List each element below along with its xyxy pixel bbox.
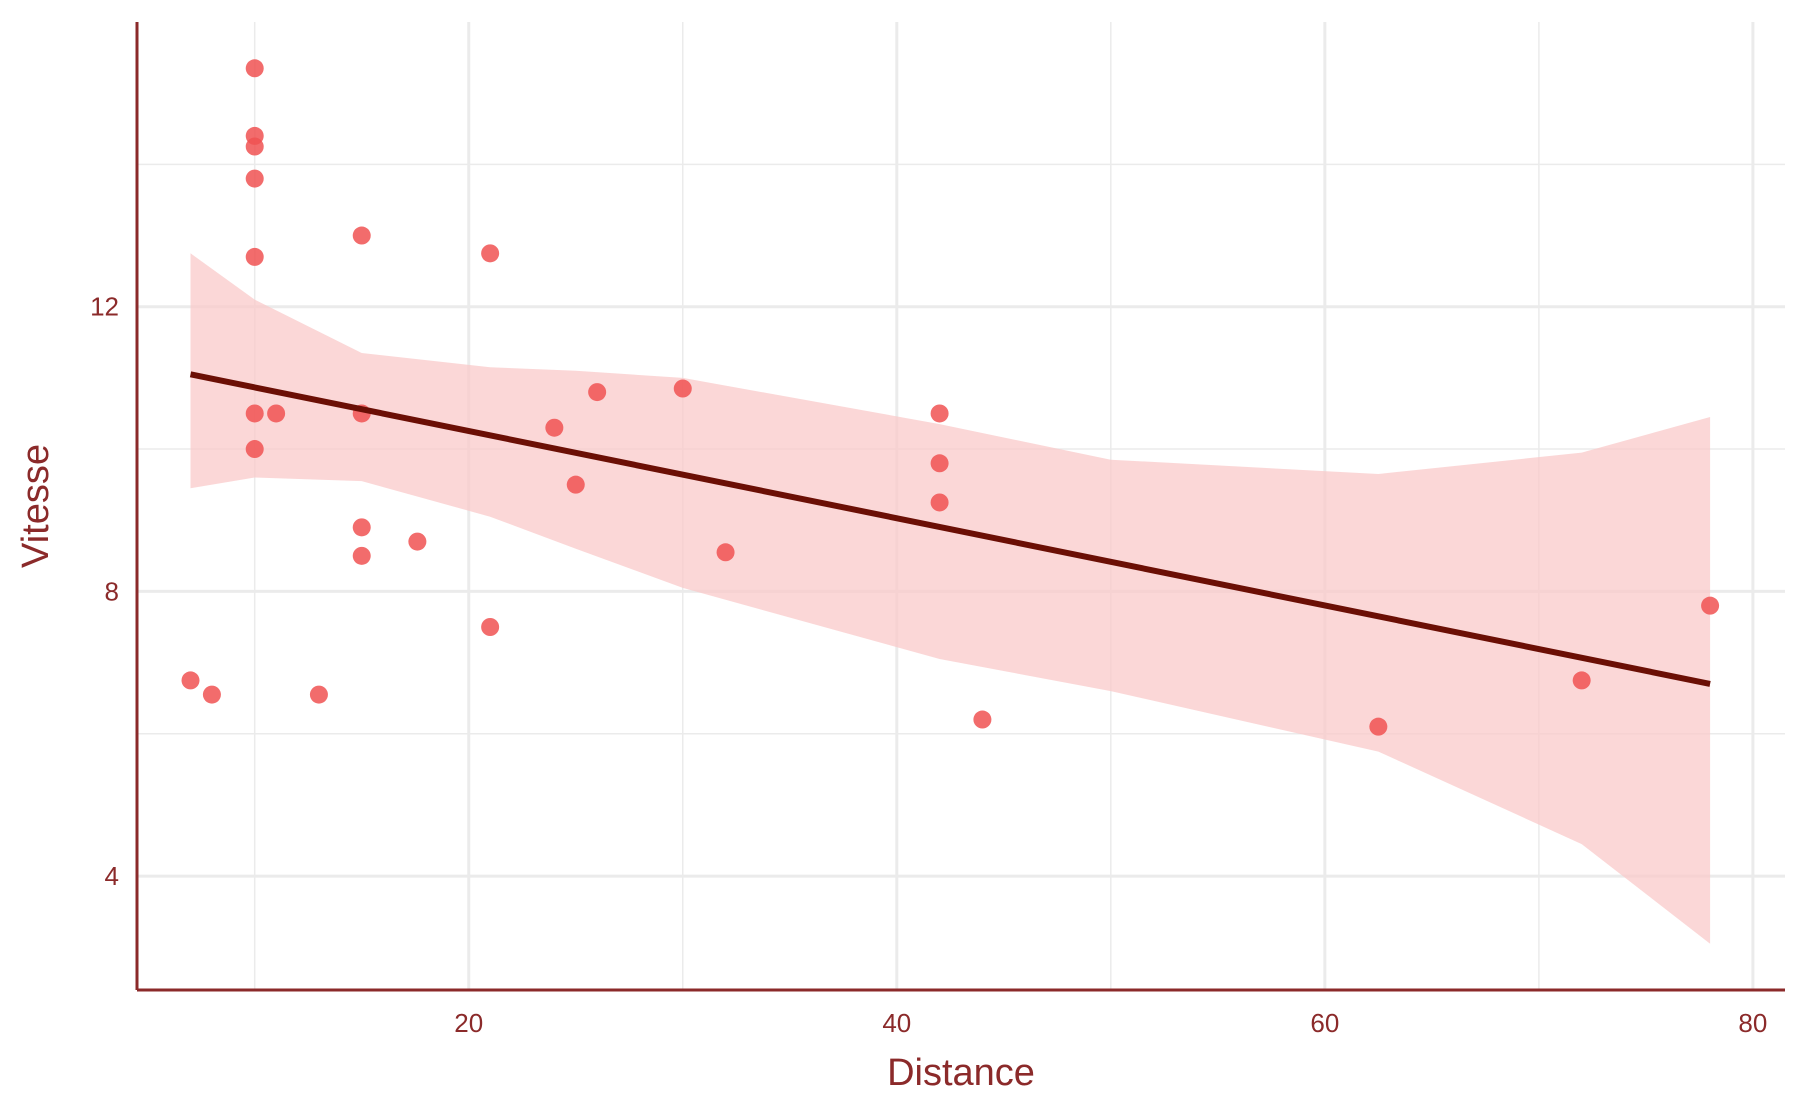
data-point: [245, 59, 264, 78]
data-point: [930, 404, 949, 423]
x-tick-label: 20: [454, 1008, 483, 1038]
data-point: [245, 404, 264, 423]
data-point: [716, 543, 735, 562]
data-point: [245, 440, 264, 459]
data-point: [408, 532, 427, 551]
data-point: [481, 244, 500, 263]
data-point: [545, 418, 564, 437]
data-point: [202, 685, 221, 704]
data-point: [588, 383, 607, 402]
confidence-band: [190, 253, 1711, 944]
trend-line: [189, 371, 1711, 687]
data-point: [352, 546, 371, 565]
axis-layer: 20 40 60 80 4 8 12: [90, 22, 1785, 1038]
x-tick-label: 80: [1738, 1008, 1767, 1038]
data-point: [1701, 596, 1720, 615]
points-layer: [181, 59, 1720, 736]
y-tick-label: 4: [105, 861, 119, 891]
data-point: [245, 247, 264, 266]
data-point: [352, 226, 371, 245]
data-point: [245, 137, 264, 156]
label-layer: Distance Vitesse: [15, 444, 1035, 1094]
data-point: [267, 404, 286, 423]
x-tick-label: 40: [882, 1008, 911, 1038]
data-point: [352, 518, 371, 537]
data-point: [673, 379, 692, 398]
y-tick-label: 12: [90, 292, 119, 322]
x-axis-title: Distance: [887, 1052, 1035, 1094]
data-point: [245, 169, 264, 188]
confidence-band-layer: [190, 253, 1711, 944]
data-point: [309, 685, 328, 704]
data-point: [930, 454, 949, 473]
x-tick-label: 60: [1310, 1008, 1339, 1038]
data-point: [566, 475, 585, 494]
data-point: [930, 493, 949, 512]
data-point: [1369, 717, 1388, 736]
data-point: [1572, 671, 1591, 690]
data-point: [181, 671, 200, 690]
data-point: [973, 710, 992, 729]
y-axis-title: Vitesse: [15, 444, 57, 568]
data-point: [481, 618, 500, 636]
trend-line-layer: [189, 371, 1711, 687]
y-tick-label: 8: [105, 576, 119, 606]
